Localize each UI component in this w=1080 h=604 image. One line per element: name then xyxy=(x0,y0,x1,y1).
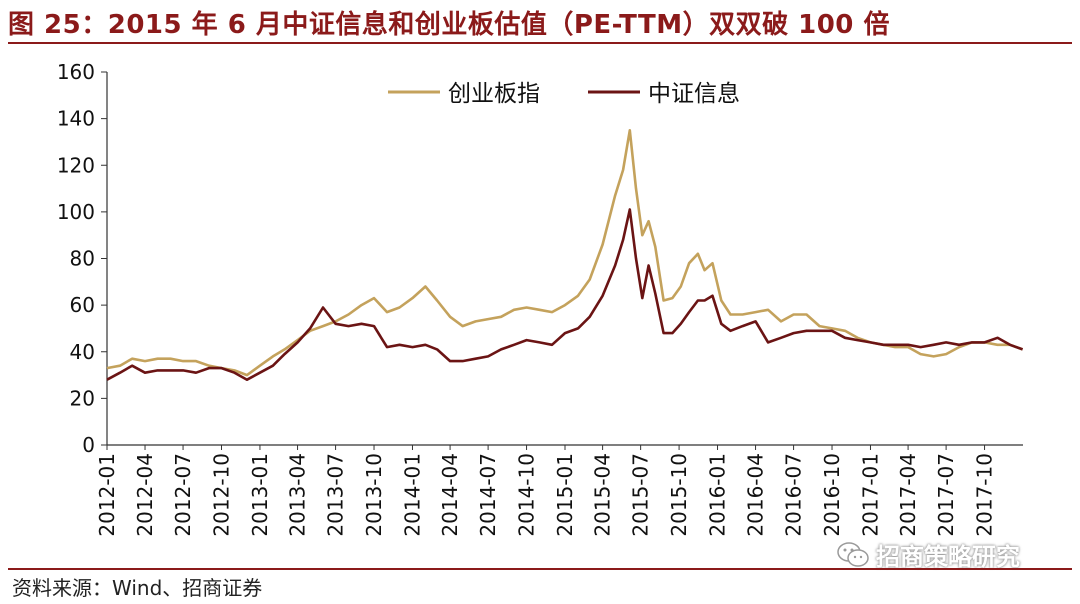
y-tick-label: 40 xyxy=(70,340,95,364)
x-tick-label: 2017-04 xyxy=(896,453,920,537)
y-tick-label: 0 xyxy=(82,433,95,457)
watermark-text: 招商策略研究 xyxy=(876,543,1020,571)
x-tick-label: 2014-07 xyxy=(476,453,500,537)
y-tick-label: 160 xyxy=(57,60,95,84)
legend-label: 中证信息 xyxy=(648,81,740,107)
x-tick-label: 2015-04 xyxy=(591,453,615,537)
y-tick-label: 140 xyxy=(57,107,95,131)
series-line-csi-info xyxy=(106,208,1024,381)
x-tick-label: 2017-10 xyxy=(973,453,997,537)
x-tick-label: 2014-04 xyxy=(438,453,462,537)
watermark: 招商策略研究 xyxy=(836,537,1020,572)
x-tick-label: 2016-10 xyxy=(820,453,844,537)
x-tick-label: 2013-10 xyxy=(362,453,386,537)
x-tick-label: 2014-01 xyxy=(400,453,424,537)
footer-divider xyxy=(8,568,1072,570)
y-tick-label: 20 xyxy=(70,386,95,410)
x-tick-label: 2016-04 xyxy=(744,453,768,537)
legend-label: 创业板指 xyxy=(448,81,540,107)
series-line-chinext xyxy=(106,129,1024,377)
y-tick-label: 120 xyxy=(57,153,95,177)
x-axis: 2012-01 2012-04 2012-07 2012-10 2013-01 2013-… xyxy=(95,444,1023,537)
x-tick-label: 2012-10 xyxy=(210,453,234,537)
x-tick-label: 2013-04 xyxy=(286,453,310,537)
title-divider xyxy=(8,42,1072,44)
x-tick-label: 2017-01 xyxy=(858,453,882,537)
x-tick-label: 2016-07 xyxy=(782,453,806,537)
x-tick-label: 2015-07 xyxy=(629,453,653,537)
x-tick-label: 2016-01 xyxy=(706,453,730,537)
x-tick-label: 2015-10 xyxy=(667,453,691,537)
x-tick-label: 2015-01 xyxy=(553,453,577,537)
x-tick-label: 2017-07 xyxy=(934,453,958,537)
figure-title: 图 25：2015 年 6 月中证信息和创业板估值（PE-TTM）双双破 100… xyxy=(8,10,890,40)
x-tick-label: 2012-07 xyxy=(171,453,195,537)
series-lines xyxy=(106,129,1024,381)
y-tick-label: 80 xyxy=(70,247,95,271)
x-tick-label: 2013-07 xyxy=(324,453,348,537)
source-note: 资料来源：Wind、招商证券 xyxy=(12,576,263,600)
x-tick-label: 2012-01 xyxy=(95,453,119,537)
legend: 创业板指 中证信息 xyxy=(388,81,740,107)
y-tick-label: 100 xyxy=(57,200,95,224)
y-axis: 0 20 40 60 80 100 120 140 160 xyxy=(57,60,108,457)
x-tick-label: 2013-01 xyxy=(248,453,272,537)
x-tick-label: 2012-04 xyxy=(133,453,157,537)
x-tick-label: 2014-10 xyxy=(515,453,539,537)
y-tick-label: 60 xyxy=(70,293,95,317)
wechat-icon xyxy=(837,541,869,567)
